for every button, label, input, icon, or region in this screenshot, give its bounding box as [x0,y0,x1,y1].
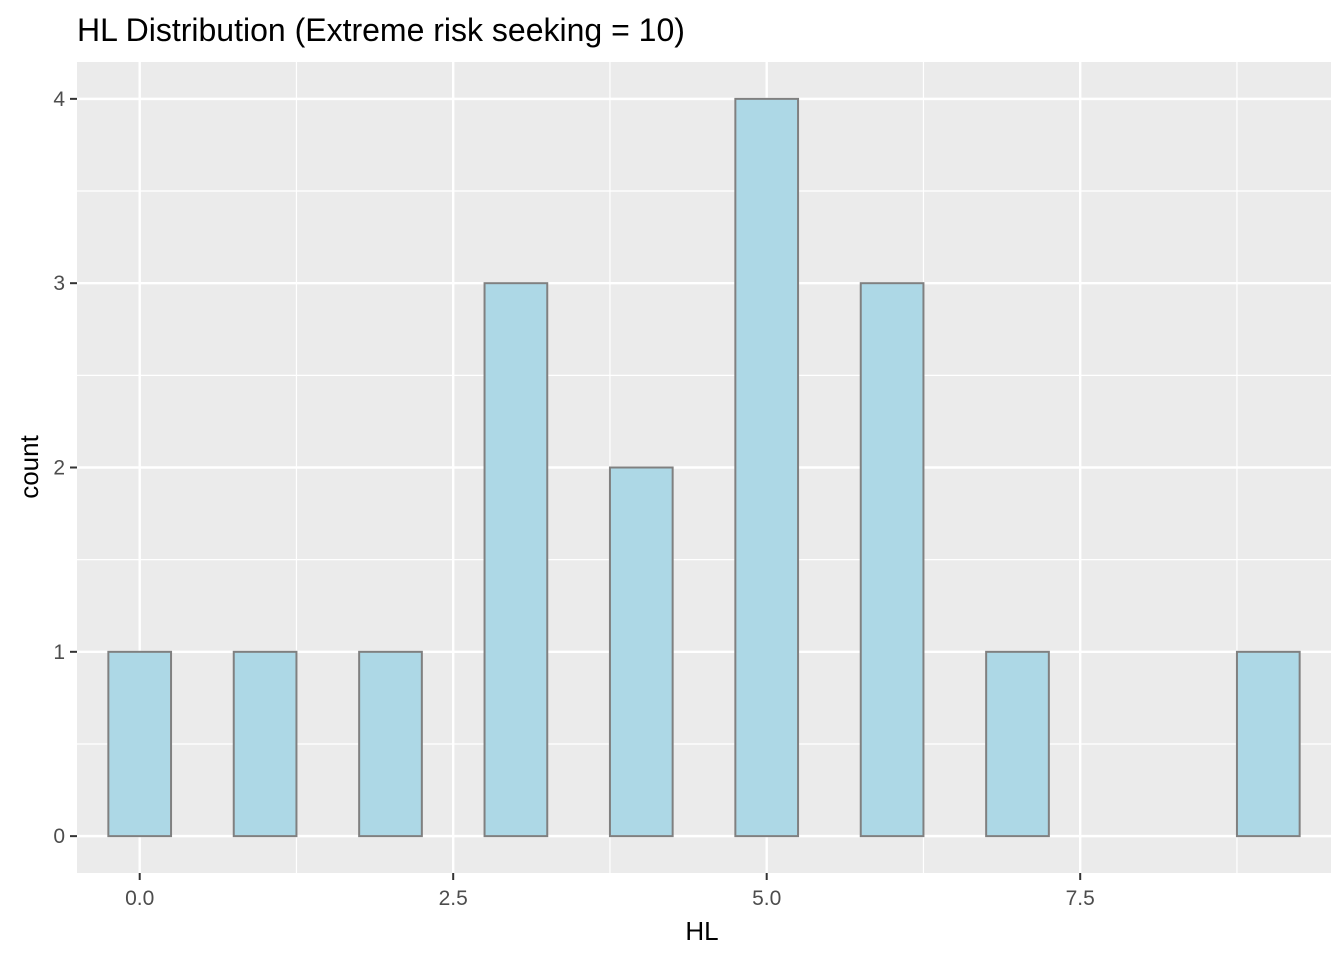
histogram-bar [1235,650,1301,838]
x-tick-label: 5.0 [752,887,781,910]
histogram-bar [483,282,549,838]
y-tick-label: 4 [53,88,65,111]
y-tick-label: 0 [53,825,65,848]
y-tick-label: 3 [53,272,65,295]
y-tick-label: 2 [53,457,65,480]
y-tick-label: 1 [53,641,65,664]
histogram-bar [734,97,800,838]
histogram-bar [859,282,925,838]
x-tick-label: 2.5 [439,887,468,910]
histogram-bars [107,97,1301,838]
histogram-bar [985,650,1050,838]
y-axis-title: count [14,434,44,498]
histogram-bar [608,466,674,838]
histogram-bar [232,650,298,838]
histogram-bar [107,650,173,838]
chart-title: HL Distribution (Extreme risk seeking = … [77,12,685,48]
x-tick-label: 0.0 [125,887,154,910]
x-axis-title: HL [685,916,718,946]
x-tick-label: 7.5 [1066,887,1095,910]
y-axis-ticks: 0 1 2 3 4 [53,88,77,848]
x-axis-ticks: 0.0 2.5 5.0 7.5 [125,873,1095,910]
histogram-bar [358,650,423,838]
